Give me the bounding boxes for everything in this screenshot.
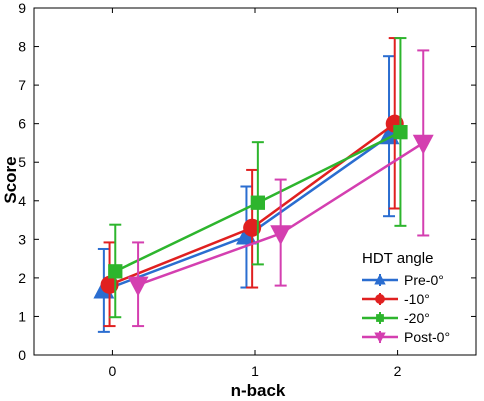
data-point	[270, 225, 292, 246]
plot-series	[93, 37, 434, 333]
legend-label: -20°	[404, 310, 430, 326]
legend-item: -20°	[362, 310, 430, 326]
y-tick-label: 2	[18, 270, 26, 286]
plot-axes: 0 1 2 3 4 5 6 7 8 9 0 1 2	[18, 0, 477, 379]
data-point	[100, 275, 119, 294]
legend-label: -10°	[404, 291, 430, 307]
data-point	[108, 264, 123, 279]
x-tick-label: 1	[251, 363, 259, 379]
x-axis-label: n-back	[231, 381, 286, 400]
legend-item: Post-0°	[362, 329, 450, 345]
legend-item: Pre-0°	[362, 272, 444, 288]
y-tick-label: 9	[18, 0, 26, 16]
y-tick-label: 3	[18, 231, 26, 247]
y-tick-label: 1	[18, 308, 26, 324]
y-tick-label: 8	[18, 39, 26, 55]
y-tick-label: 4	[18, 193, 26, 209]
legend: HDT angle Pre-0° -10° -20° Post-0°	[362, 250, 450, 345]
y-axis-label: Score	[1, 156, 20, 203]
legend-label: Post-0°	[404, 329, 450, 345]
legend-swatch-marker	[376, 314, 384, 322]
legend-title: HDT angle	[362, 250, 433, 267]
x-tick-label: 2	[394, 363, 402, 379]
y-tick-label: 7	[18, 77, 26, 93]
y-tick-label: 6	[18, 116, 26, 132]
series-3	[127, 49, 434, 328]
data-point	[243, 218, 262, 237]
legend-item: -10°	[362, 291, 430, 307]
y-tick-label: 0	[18, 347, 26, 363]
legend-swatch-marker	[374, 332, 386, 344]
legend-swatch-marker	[374, 273, 386, 285]
data-point	[393, 124, 408, 140]
legend-label: Pre-0°	[404, 272, 444, 288]
data-point	[412, 134, 434, 155]
series-2	[108, 37, 408, 319]
x-tick-label: 0	[109, 363, 117, 379]
y-tick-label: 5	[18, 154, 26, 170]
data-point	[250, 195, 266, 210]
data-point	[127, 276, 149, 297]
legend-swatch-marker	[375, 294, 385, 304]
